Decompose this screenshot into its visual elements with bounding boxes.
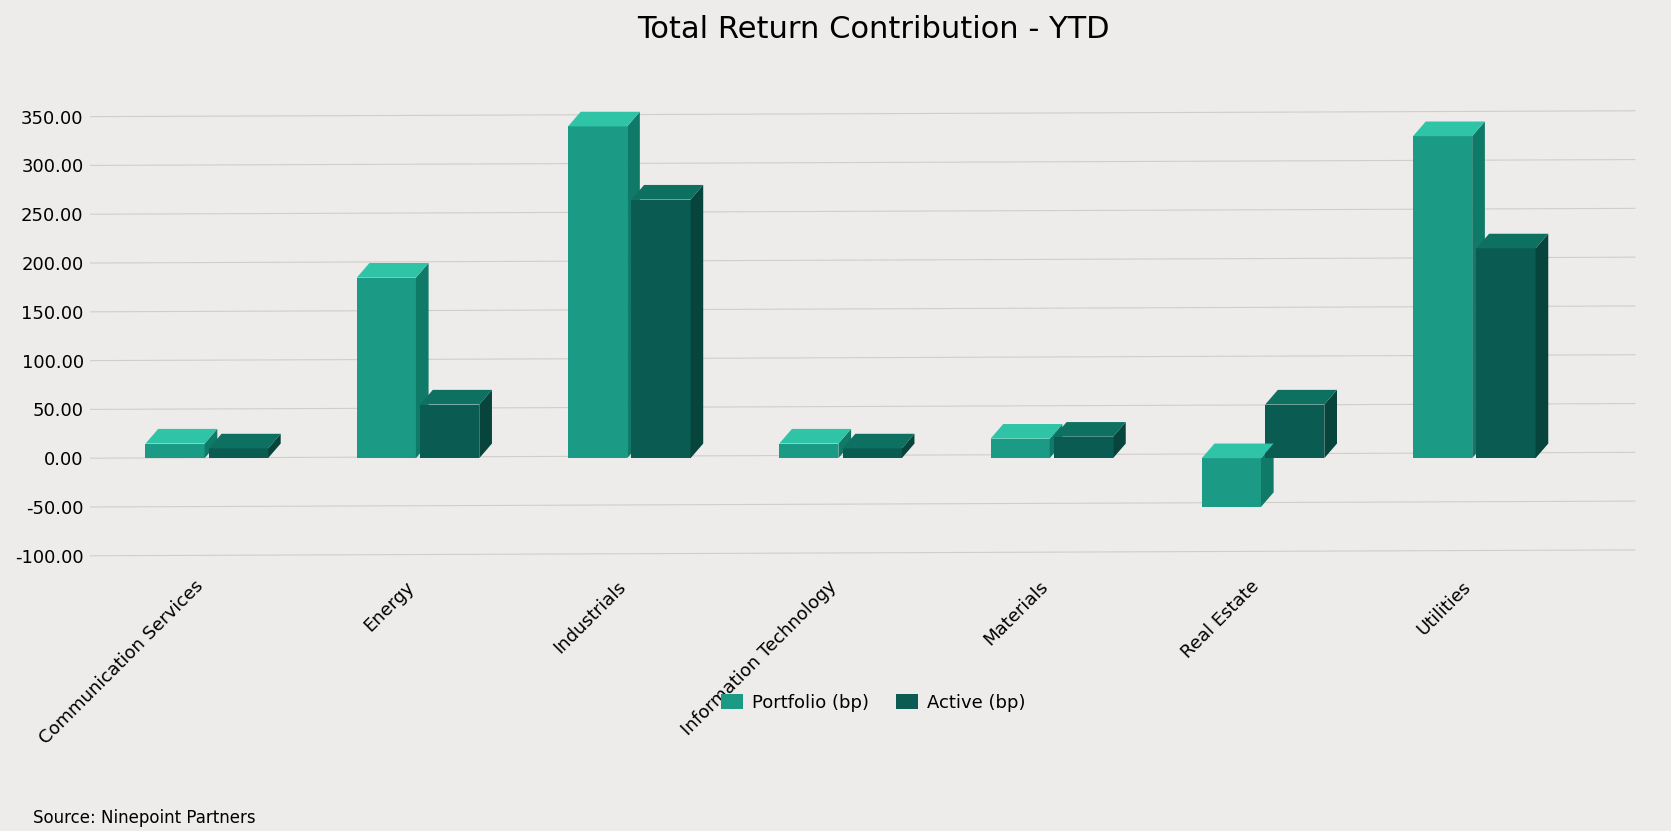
Polygon shape bbox=[779, 444, 839, 458]
Polygon shape bbox=[991, 424, 1063, 439]
Polygon shape bbox=[145, 429, 217, 444]
Polygon shape bbox=[1477, 234, 1549, 248]
Legend: Portfolio (bp), Active (bp): Portfolio (bp), Active (bp) bbox=[712, 685, 1034, 720]
Polygon shape bbox=[356, 278, 416, 458]
Title: Total Return Contribution - YTD: Total Return Contribution - YTD bbox=[637, 15, 1110, 44]
Polygon shape bbox=[1054, 437, 1113, 458]
Polygon shape bbox=[209, 434, 281, 449]
Polygon shape bbox=[1536, 234, 1549, 458]
Polygon shape bbox=[568, 111, 640, 126]
Polygon shape bbox=[356, 263, 428, 278]
Polygon shape bbox=[1265, 390, 1337, 405]
Polygon shape bbox=[419, 390, 491, 405]
Polygon shape bbox=[842, 434, 914, 449]
Polygon shape bbox=[632, 185, 703, 199]
Polygon shape bbox=[839, 429, 851, 458]
Polygon shape bbox=[145, 444, 204, 458]
Polygon shape bbox=[419, 405, 480, 458]
Polygon shape bbox=[1265, 405, 1325, 458]
Polygon shape bbox=[1201, 444, 1273, 458]
Polygon shape bbox=[1325, 390, 1337, 458]
Polygon shape bbox=[1414, 121, 1486, 136]
Polygon shape bbox=[1113, 422, 1126, 458]
Polygon shape bbox=[1477, 248, 1536, 458]
Polygon shape bbox=[209, 449, 267, 458]
Polygon shape bbox=[690, 185, 703, 458]
Polygon shape bbox=[627, 111, 640, 458]
Polygon shape bbox=[902, 434, 914, 458]
Polygon shape bbox=[1054, 422, 1126, 437]
Polygon shape bbox=[1472, 121, 1486, 458]
Polygon shape bbox=[416, 263, 428, 458]
Polygon shape bbox=[204, 429, 217, 458]
Polygon shape bbox=[1414, 136, 1472, 458]
Polygon shape bbox=[779, 429, 851, 444]
Polygon shape bbox=[991, 439, 1049, 458]
Polygon shape bbox=[568, 126, 627, 458]
Polygon shape bbox=[1262, 444, 1273, 507]
Polygon shape bbox=[267, 434, 281, 458]
Text: Source: Ninepoint Partners: Source: Ninepoint Partners bbox=[33, 809, 256, 827]
Polygon shape bbox=[480, 390, 491, 458]
Polygon shape bbox=[1049, 424, 1063, 458]
Polygon shape bbox=[1201, 458, 1262, 507]
Polygon shape bbox=[842, 449, 902, 458]
Polygon shape bbox=[632, 199, 690, 458]
